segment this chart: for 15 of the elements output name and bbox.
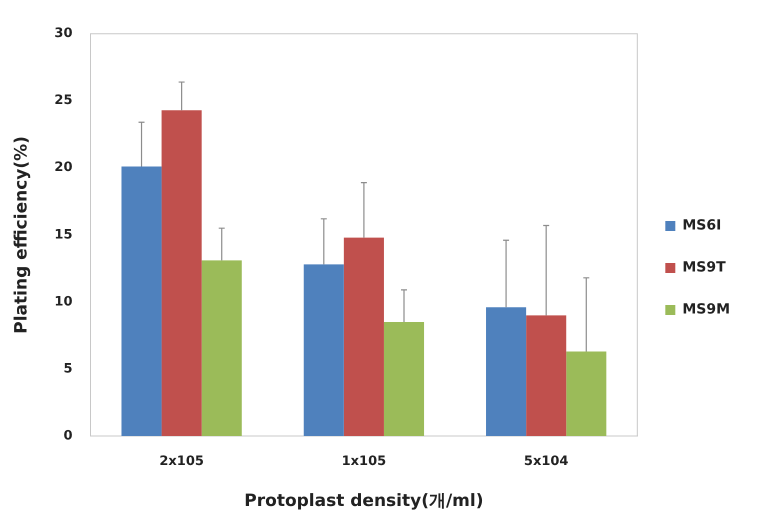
x-tick-label: 5x104 — [524, 454, 568, 470]
y-tick-label: 20 — [54, 160, 72, 176]
x-tick-label: 2x105 — [159, 454, 204, 470]
legend-label: MS6I — [682, 218, 722, 234]
y-tick-label: 0 — [63, 428, 72, 444]
y-tick-label: 5 — [63, 361, 72, 376]
y-tick-label: 25 — [54, 93, 72, 108]
y-tick-label: 10 — [54, 294, 72, 310]
y-tick-label: 30 — [54, 26, 72, 42]
y-tick-label: 15 — [54, 227, 72, 242]
x-axis-title: Protoplast density(개/ml) — [244, 491, 484, 512]
legend-label: MS9T — [682, 260, 726, 276]
x-tick-label: 1x105 — [342, 454, 386, 470]
legend-label: MS9M — [682, 302, 730, 318]
y-axis-title: Plating efficiency(%) — [12, 136, 32, 334]
